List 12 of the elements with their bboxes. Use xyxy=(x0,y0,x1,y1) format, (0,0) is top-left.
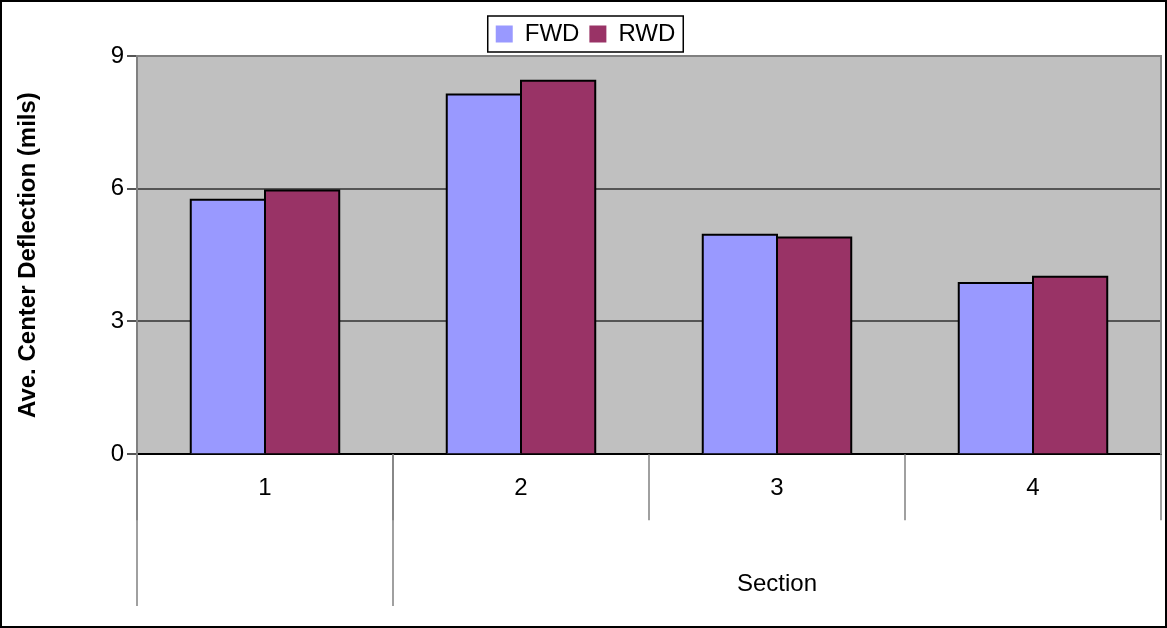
y-tick-label: 9 xyxy=(110,40,124,68)
x-tick-label: 3 xyxy=(770,473,784,501)
y-tick-label: 6 xyxy=(110,173,124,201)
x-tick-label: 1 xyxy=(258,473,272,501)
x-tick-label: 2 xyxy=(514,473,528,501)
y-tick-label: 3 xyxy=(110,306,124,334)
y-axis-title: Ave. Center Deflection (mils) xyxy=(13,92,41,419)
legend-label: FWD xyxy=(524,18,580,46)
x-axis-title: Section xyxy=(736,568,818,596)
y-tick-label: 0 xyxy=(110,438,124,466)
x-tick-label: 4 xyxy=(1026,473,1040,501)
legend-label: RWD xyxy=(618,18,676,46)
